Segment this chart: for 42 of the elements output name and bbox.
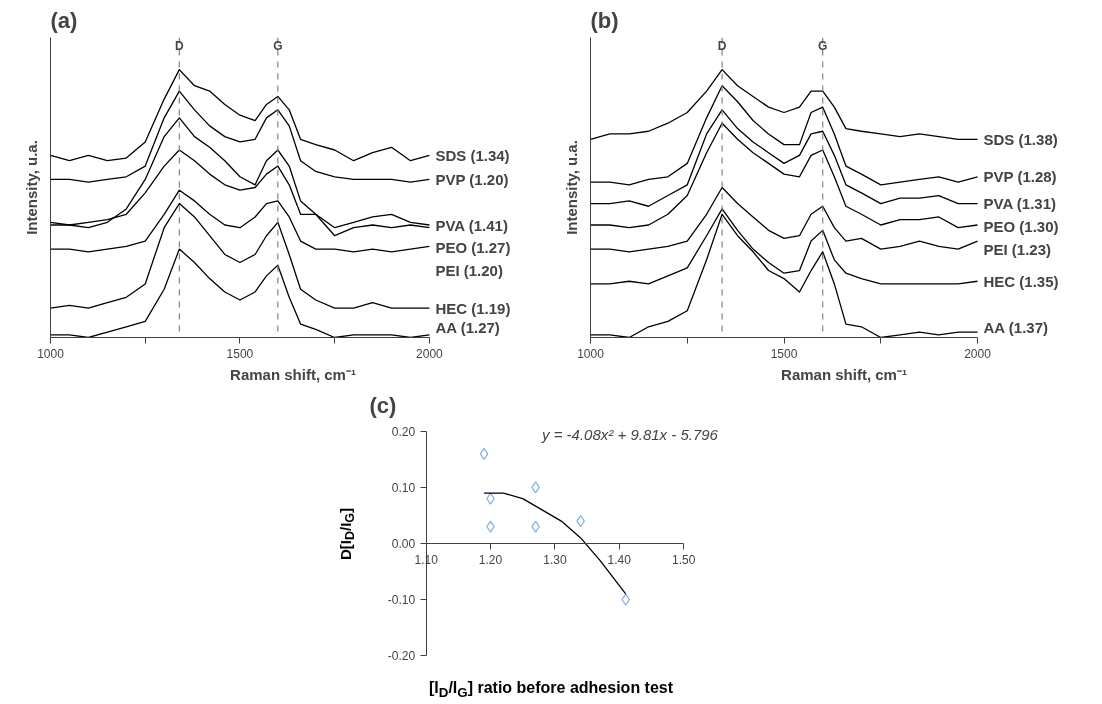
y-tick-label: -0.20 xyxy=(387,649,416,664)
x-tick-label: 1.30 xyxy=(543,552,567,567)
annotation: y = -4.08x² + 9.81x - 5.796 xyxy=(541,426,719,444)
series-label: PVA (1.41) xyxy=(435,216,508,234)
series-label: SDS (1.34) xyxy=(435,146,510,164)
series-label: PVA (1.31) xyxy=(983,195,1057,213)
series-label: PEO (1.30) xyxy=(983,217,1059,235)
y-axis-title: Intensity, u.a. xyxy=(22,140,40,235)
y-tick-label: 0.10 xyxy=(391,480,416,495)
series-label: PEI (1.20) xyxy=(435,262,503,280)
chart-title: (b) xyxy=(590,7,619,33)
series-label: PVP (1.28) xyxy=(983,168,1057,186)
x-axis-title: [I$_{D}$/I$_{G}$] ratio before adhesion test xyxy=(429,678,674,703)
y-tick-label: 0.20 xyxy=(391,424,416,439)
x-tick-label: 1.20 xyxy=(478,552,503,567)
ref-line-label: G xyxy=(273,38,283,53)
series-label: PEO (1.27) xyxy=(435,239,511,257)
x-tick-label: 1500 xyxy=(226,346,254,361)
x-tick-label: 1000 xyxy=(37,346,65,361)
ref-line-label: G xyxy=(818,38,828,53)
y-axis-title: Intensity, u.a. xyxy=(562,140,580,235)
x-tick-label: 1.50 xyxy=(671,552,696,567)
y-tick-label: 0.00 xyxy=(391,537,416,551)
x-tick-label: 1000 xyxy=(577,346,605,361)
chart-title: (a) xyxy=(50,7,78,33)
x-axis-title: Raman shift, cm⁻¹ xyxy=(230,365,356,383)
series-label: SDS (1.38) xyxy=(983,130,1058,148)
series-label: HEC (1.35) xyxy=(983,272,1059,290)
x-tick-label: 1500 xyxy=(770,346,798,361)
series-label: PVP (1.20) xyxy=(435,170,509,188)
x-axis-title: Raman shift, cm⁻¹ xyxy=(781,365,907,383)
x-tick-label: 1.40 xyxy=(607,552,632,567)
ref-line-label: D xyxy=(175,38,184,53)
series-label: AA (1.37) xyxy=(983,318,1048,336)
y-tick-label: -0.10 xyxy=(387,593,416,608)
series-label: PEI (1.23) xyxy=(983,240,1052,258)
chart-title: (c) xyxy=(369,392,397,418)
series-label: HEC (1.19) xyxy=(435,299,511,317)
series-label: AA (1.27) xyxy=(435,318,500,336)
x-tick-label: 2000 xyxy=(964,346,992,361)
ref-line-label: D xyxy=(717,38,727,53)
x-tick-label: 2000 xyxy=(416,346,444,361)
